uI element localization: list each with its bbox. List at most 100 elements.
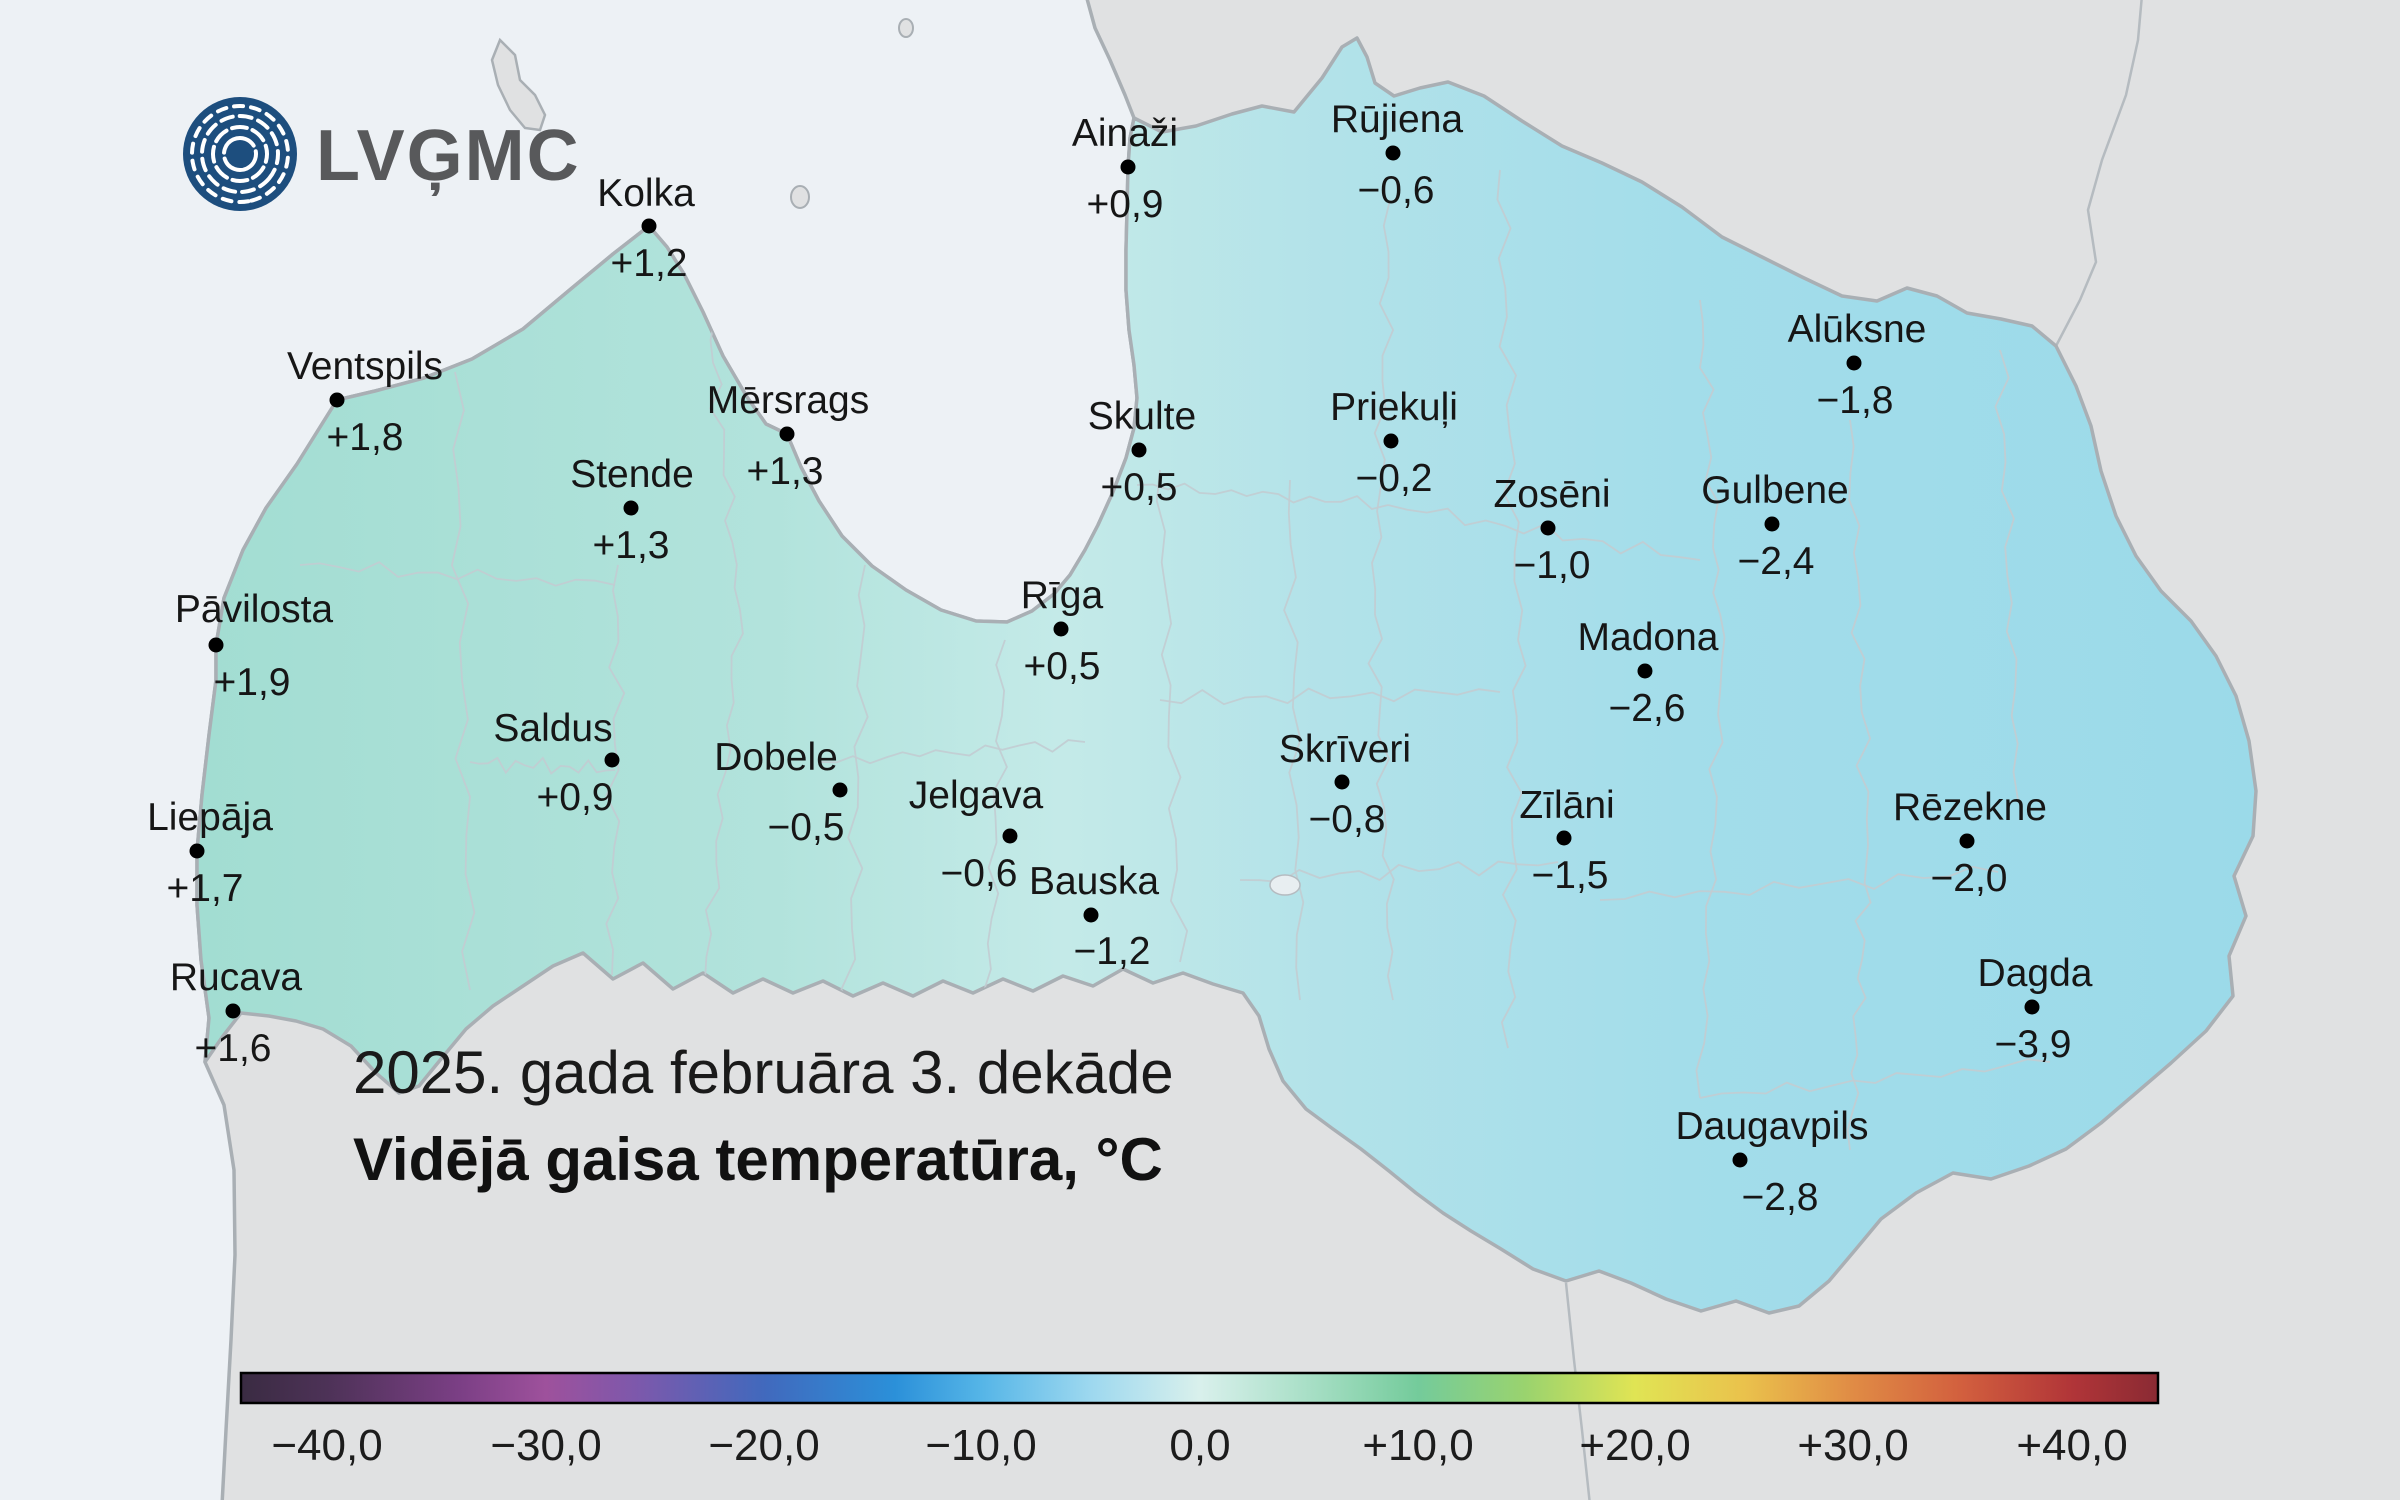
station-temperature-value: −0,8 [1309,798,1386,841]
station-dot-icon [1637,663,1653,679]
colorbar-tick-label: +30,0 [1797,1421,1908,1470]
station-name: Stende [570,453,694,496]
station-name: Saldus [493,707,612,750]
map-title-parameter: Vidējā gaisa temperatūra, °C [353,1126,1163,1193]
station-dot-icon [604,752,620,768]
station-name: Rīga [1021,574,1104,617]
municipal-boundary-line [1599,865,1999,901]
station-dot-icon [1732,1152,1748,1168]
municipal-boundary-line [1155,469,1189,963]
station-zosēni: Zosēni −1,0 [1493,473,1610,587]
station-rucava: Rucava +1,6 [170,956,303,1070]
station-dot-icon [1846,355,1862,371]
station-daugavpils: Daugavpils −2,8 [1676,1105,1869,1219]
station-rūjiena: Rūjiena −0,6 [1331,98,1464,212]
municipal-boundary-line [1367,614,1395,1001]
station-zīlāni: Zīlāni −1,5 [1519,784,1614,897]
lvgmc-logo: LVĢMC [183,97,581,211]
station-name: Daugavpils [1676,1105,1869,1148]
colorbar-tick-labels: −40,0 −30,0 −20,0 −10,0 0,0 +10,0 +20,0 +30,0 +4… [271,1421,2127,1470]
station-name: Rēzekne [1893,786,2047,829]
station-mērsrags: Mērsrags +1,3 [707,379,870,493]
municipal-boundary-line [1695,659,1724,1099]
station-name: Mērsrags [707,379,870,422]
station-temperature-value: +1,8 [327,416,404,459]
station-dot-icon [641,218,657,234]
station-rīga: Rīga +0,5 [1021,574,1104,688]
station-dot-icon [623,500,639,516]
station-dot-icon [1383,433,1399,449]
colorbar-tick-label: +10,0 [1362,1421,1473,1470]
station-name: Jelgava [909,774,1044,817]
station-temperature-value: −2,8 [1742,1176,1819,1219]
estonia-russia-border [2054,0,2143,347]
municipal-boundary-line [981,639,1008,1046]
station-name: Kolka [597,172,695,215]
station-name: Pāvilosta [175,588,334,631]
lake-lubans [1269,874,1301,896]
municipal-boundary-line [469,756,616,775]
station-name: Skulte [1088,395,1196,438]
station-name: Dobele [714,736,838,779]
municipal-boundary-line [1500,639,1527,1049]
station-temperature-value: +0,9 [1087,183,1164,226]
station-dot-icon [1334,774,1350,790]
municipal-boundary-line [299,561,616,587]
station-skrīveri: Skrīveri −0,8 [1279,728,1411,841]
colorbar-gradient-bar [239,1371,2160,1405]
station-name: Rūjiena [1331,98,1464,141]
station-temperature-value: −2,6 [1609,687,1686,730]
station-dot-icon [208,637,224,653]
station-name: Priekuļi [1330,386,1458,429]
station-temperature-value: −0,2 [1356,457,1433,500]
station-temperature-value: −0,6 [1358,169,1435,212]
station-dot-icon [1083,907,1099,923]
station-temperature-value: +1,6 [195,1027,272,1070]
station-dot-icon [1002,828,1018,844]
station-dobele: Dobele −0,5 [714,736,848,849]
station-dot-icon [832,782,848,798]
ruhnu-island [790,185,810,209]
station-rēzekne: Rēzekne −2,0 [1893,786,2047,900]
station-temperature-value: −1,2 [1074,930,1151,973]
station-name: Zosēni [1493,473,1610,516]
station-saldus: Saldus +0,9 [493,707,620,819]
station-temperature-value: +1,9 [214,661,291,704]
municipal-boundary-line [450,371,476,991]
municipal-boundary-line [1159,687,1501,706]
station-name: Dagda [1978,952,2093,995]
lvgmc-logo-text: LVĢMC [316,116,581,196]
station-dot-icon [1959,833,1975,849]
station-name: Alūksne [1788,308,1927,351]
station-temperature-value: −3,9 [1995,1023,2072,1066]
municipal-boundary-line [1848,419,1872,846]
station-skulte: Skulte +0,5 [1088,395,1196,509]
station-madona: Madona −2,6 [1578,616,1719,730]
station-name: Bauska [1029,860,1159,903]
station-bauska: Bauska −1,2 [1029,860,1159,973]
saaremaa-island [490,37,547,132]
station-liepāja: Liepāja +1,7 [147,796,273,910]
station-name: Rucava [170,956,303,999]
colorbar-tick-label: −10,0 [925,1421,1036,1470]
station-dot-icon [1131,442,1147,458]
station-temperature-value: −2,0 [1931,857,2008,900]
kihnu-island [898,18,914,38]
municipal-boundary-line [1699,1058,2051,1099]
station-dot-icon [779,426,795,442]
station-name: Zīlāni [1519,784,1614,827]
station-dot-icon [1764,516,1780,532]
municipal-boundary-line [1496,169,1524,641]
municipal-boundary-line [1699,299,1726,661]
station-gulbene: Gulbene −2,4 [1701,469,1848,583]
station-name: Madona [1578,616,1719,659]
station-name: Ventspils [287,345,443,388]
station-temperature-value: +0,5 [1101,466,1178,509]
station-alūksne: Alūksne −1,8 [1788,308,1927,422]
station-temperature-value: −2,4 [1738,540,1815,583]
station-dot-icon [1556,830,1572,846]
station-temperature-value: +1,7 [167,867,244,910]
station-temperature-value: −0,6 [941,852,1018,895]
station-temperature-value: +0,5 [1024,645,1101,688]
